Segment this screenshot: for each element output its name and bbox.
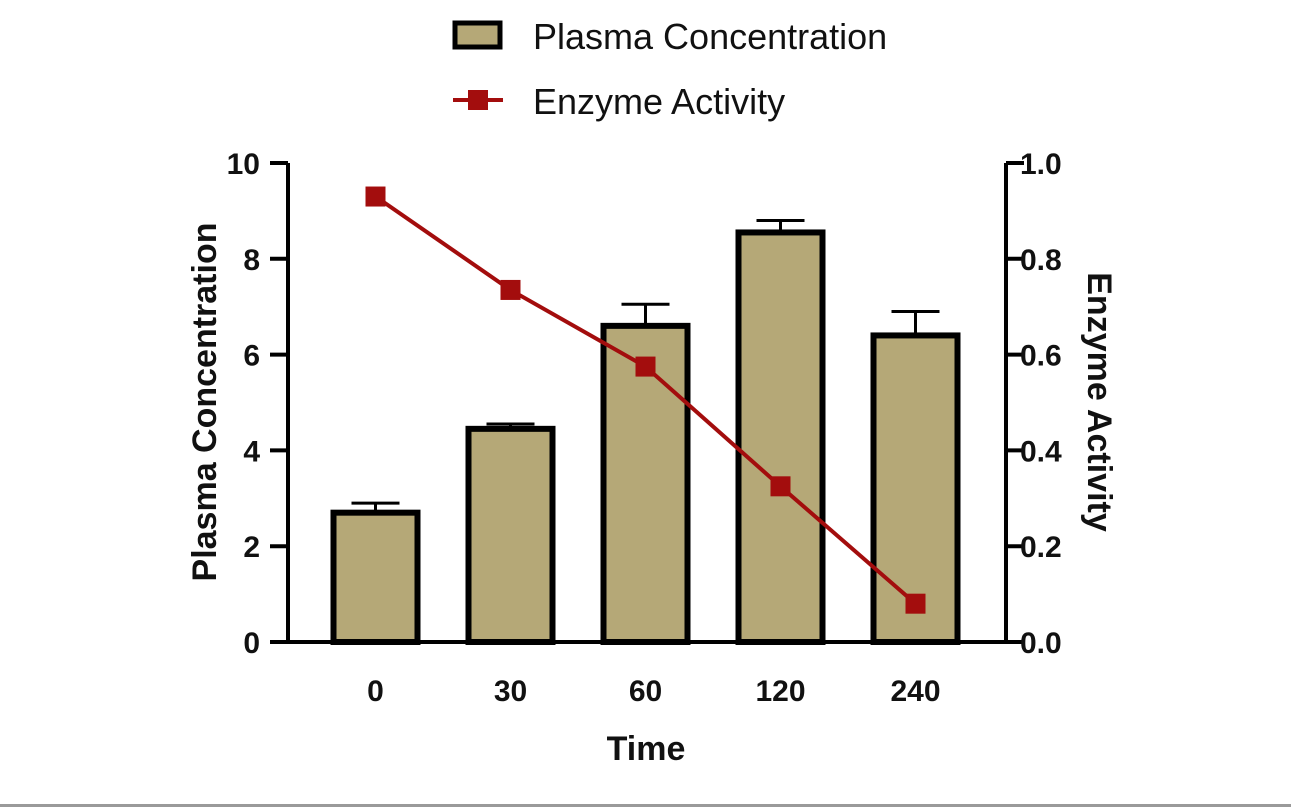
bar-240 xyxy=(870,332,961,645)
right-tick-label: 1.0 xyxy=(1020,148,1062,181)
left-tick-label: 2 xyxy=(243,531,260,564)
point-30 xyxy=(500,279,521,300)
point-0 xyxy=(365,186,386,207)
x-tick-label: 60 xyxy=(629,675,662,708)
left-axis-title: Plasma Concentration xyxy=(186,223,224,582)
left-tick-label: 10 xyxy=(227,148,260,181)
bar-30 xyxy=(465,425,556,645)
x-tick-label: 120 xyxy=(755,675,805,708)
error-bars xyxy=(351,218,940,513)
legend-marker-enzyme-activity xyxy=(468,90,488,110)
right-tick-label: 0.8 xyxy=(1020,244,1062,277)
right-axis-ticks: 0.0 0.2 0.4 0.6 0.8 1.0 xyxy=(1006,148,1062,660)
legend-label-enzyme-activity: Enzyme Activity xyxy=(533,81,785,122)
left-tick-label: 8 xyxy=(243,244,260,277)
legend: Plasma Concentration Enzyme Activity xyxy=(452,16,887,122)
right-tick-label: 0.6 xyxy=(1020,340,1062,373)
x-tick-label: 0 xyxy=(367,675,384,708)
line-series-enzyme-activity xyxy=(365,186,926,614)
right-tick-label: 0.2 xyxy=(1020,531,1062,564)
bar-series-plasma-concentration xyxy=(330,229,961,646)
left-tick-label: 6 xyxy=(243,340,260,373)
bar-0 xyxy=(330,509,421,645)
point-60 xyxy=(635,356,656,377)
legend-label-plasma-concentration: Plasma Concentration xyxy=(533,16,887,57)
right-tick-label: 0.0 xyxy=(1020,627,1062,660)
x-axis-ticks: 0 30 60 120 240 xyxy=(367,675,940,708)
right-axis-title: Enzyme Activity xyxy=(1080,272,1118,532)
left-tick-label: 0 xyxy=(243,627,260,660)
legend-swatch-plasma-concentration xyxy=(452,20,503,50)
axes xyxy=(286,163,1008,644)
left-tick-label: 4 xyxy=(243,435,260,468)
point-240 xyxy=(905,593,926,614)
x-axis-title: Time xyxy=(607,730,686,768)
right-tick-label: 0.4 xyxy=(1020,435,1062,468)
x-tick-label: 30 xyxy=(494,675,527,708)
bottom-divider xyxy=(0,804,1291,807)
x-tick-label: 240 xyxy=(890,675,940,708)
point-120 xyxy=(770,476,791,497)
bar-120 xyxy=(735,229,826,646)
left-axis-ticks: 0 2 4 6 8 10 xyxy=(227,148,288,660)
